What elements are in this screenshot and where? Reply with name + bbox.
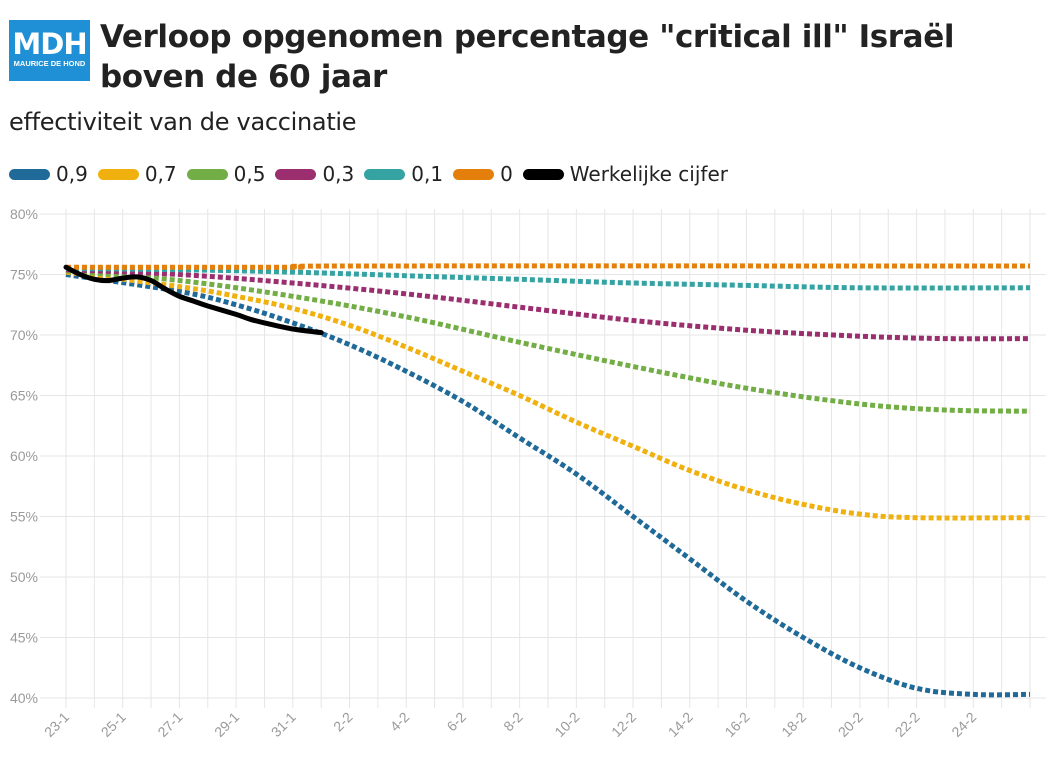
x-tick-label: 27-1 [154, 709, 185, 740]
series-line [65, 268, 1031, 414]
x-tick-label: 8-2 [500, 709, 526, 735]
x-tick-label: 10-2 [551, 709, 582, 740]
legend-item: 0,3 [275, 162, 354, 186]
logo-text: MDH [12, 27, 87, 61]
series-line [65, 266, 1031, 291]
legend-label: Werkelijke cijfer [569, 162, 728, 186]
legend-swatch [453, 168, 495, 180]
mdh-logo: MDH MAURICE DE HOND [9, 20, 90, 81]
legend-label: 0 [500, 162, 513, 186]
legend-item: 0,7 [97, 162, 177, 186]
legend-item: 0 [453, 162, 513, 186]
series-line [65, 269, 1031, 521]
y-tick-label: 80% [10, 206, 38, 222]
x-tick-label: 14-2 [665, 709, 696, 740]
x-tick-label: 12-2 [608, 709, 639, 740]
legend-item: Werkelijke cijfer [522, 162, 728, 186]
y-tick-label: 50% [10, 569, 38, 585]
legend-label: 0,5 [233, 162, 266, 186]
legend-swatch [522, 168, 564, 180]
y-tick-label: 60% [10, 448, 38, 464]
legend-item: 0,9 [9, 162, 88, 186]
x-tick-label: 2-2 [330, 709, 356, 735]
x-tick-label: 4-2 [387, 709, 413, 735]
legend-item: 0,1 [364, 162, 443, 186]
legend-swatch [9, 168, 50, 180]
legend-swatch [364, 168, 406, 180]
series-line [65, 272, 1031, 698]
x-tick-label: 23-1 [41, 709, 72, 740]
y-tick-label: 70% [10, 327, 38, 343]
legend-swatch [275, 168, 317, 180]
line-chart: 80% 75% 70% 65% 60% 55% 50% 45% 40%23-1 25-1 27-1 2… [10, 206, 1046, 740]
chart-title: Verloop opgenomen percentage "critical i… [100, 19, 955, 95]
series-line [63, 264, 324, 336]
legend-label: 0,9 [56, 162, 88, 186]
x-tick-label: 29-1 [211, 709, 242, 740]
legend-swatch [186, 168, 228, 180]
x-tick-label: 22-2 [892, 709, 923, 740]
x-tick-label: 31-1 [268, 709, 299, 740]
x-tick-label: 6-2 [443, 709, 469, 735]
series-line [65, 263, 1031, 270]
x-tick-label: 16-2 [721, 709, 752, 740]
y-tick-label: 55% [10, 509, 38, 525]
x-tick-label: 25-1 [98, 709, 129, 740]
legend-label: 0,1 [411, 162, 444, 186]
legend-label: 0,7 [144, 162, 177, 186]
x-tick-label: 18-2 [778, 709, 809, 740]
x-tick-label: 20-2 [835, 709, 866, 740]
y-tick-label: 75% [10, 267, 38, 283]
legend-label: 0,3 [322, 162, 355, 186]
legend-item: 0,5 [186, 162, 266, 186]
x-tick-label: 24-2 [948, 709, 979, 740]
y-tick-label: 45% [10, 630, 38, 646]
y-tick-label: 65% [10, 388, 38, 404]
chart-subtitle: effectiviteit van de vaccinatie [9, 108, 357, 136]
logo-subtext: MAURICE DE HOND [13, 59, 86, 68]
chart-legend: 0,9 0,7 0,5 0,3 0,1 0 Werkelijke cijfer [9, 160, 738, 188]
legend-swatch [97, 168, 139, 180]
y-tick-label: 40% [10, 690, 38, 706]
